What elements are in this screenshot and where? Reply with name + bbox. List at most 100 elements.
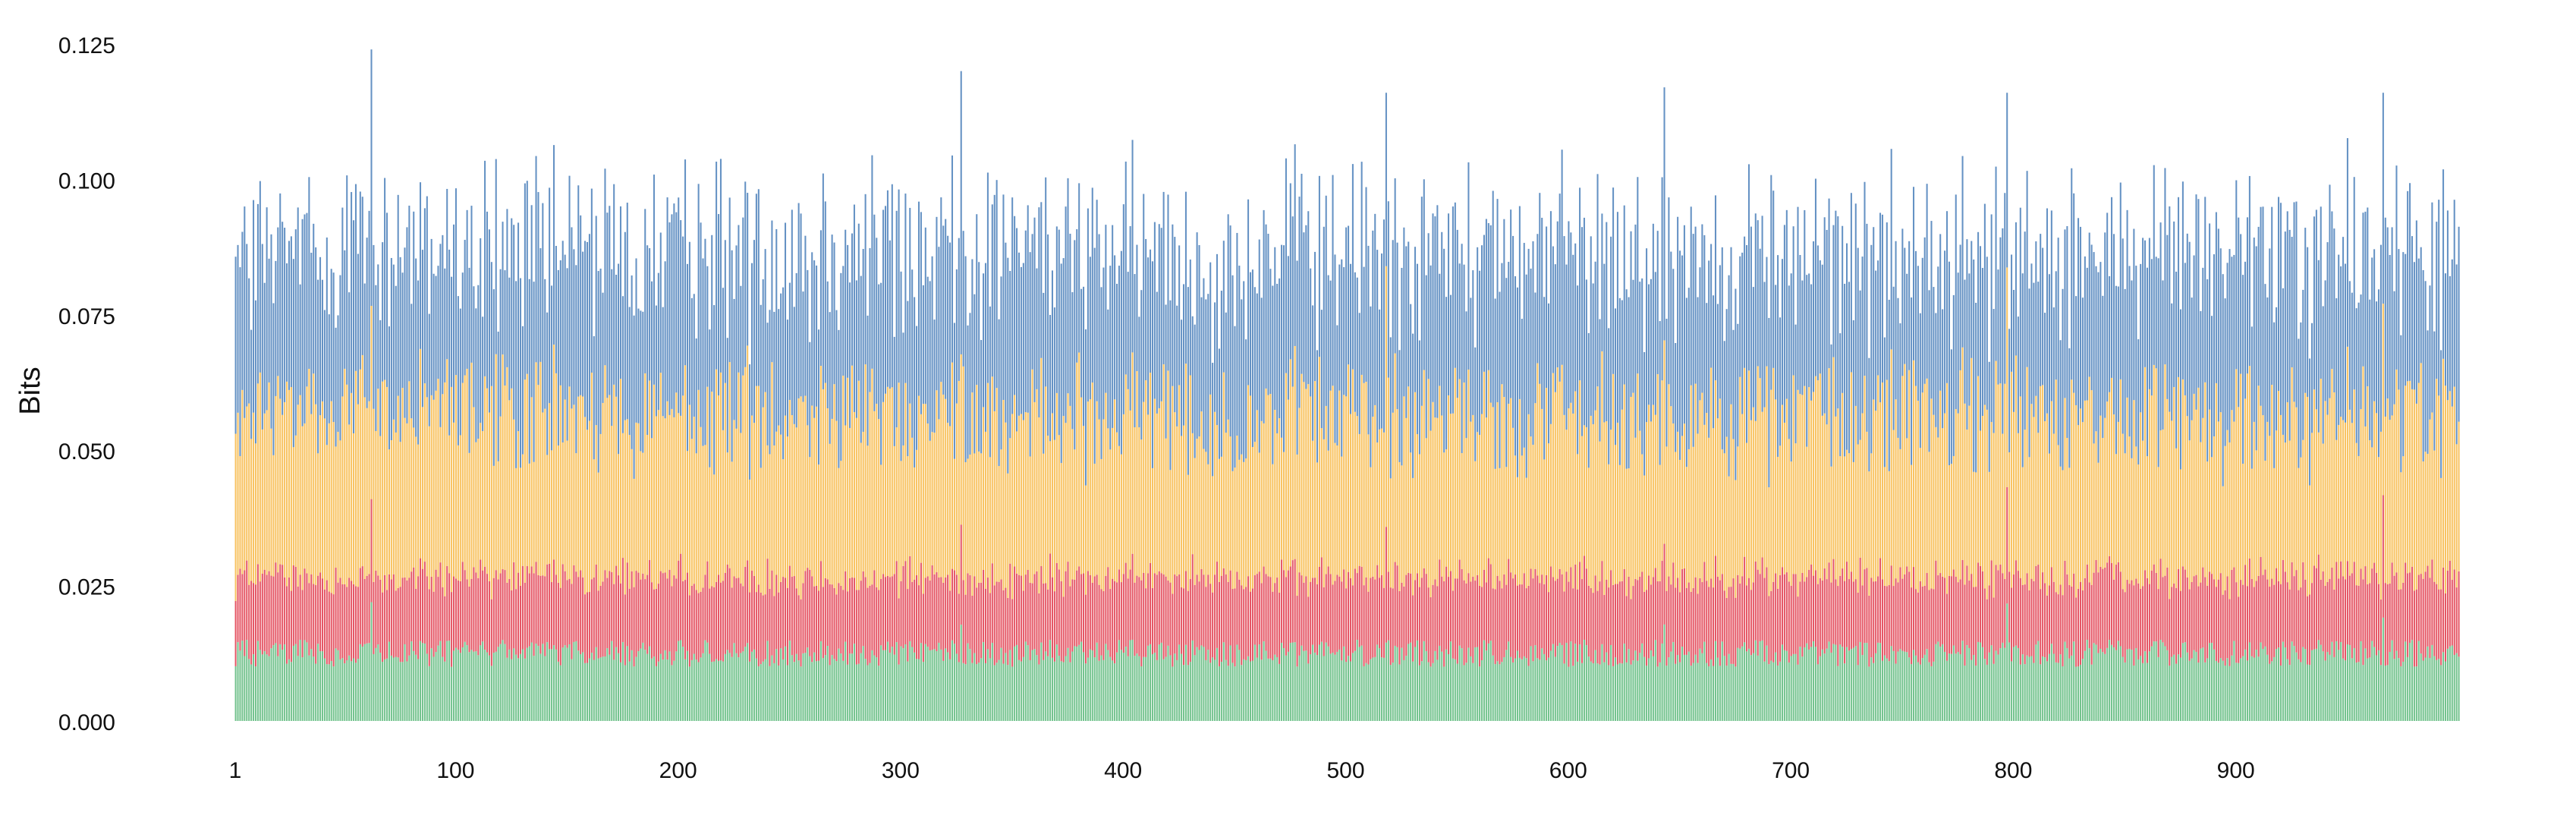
- bar-segment: [775, 574, 778, 650]
- bar-segment: [1425, 275, 1427, 439]
- bar-segment: [2417, 641, 2420, 721]
- bar-segment: [1452, 206, 1454, 414]
- bar-segment: [744, 367, 747, 567]
- bar-segment: [2250, 468, 2253, 579]
- bar-segment: [1356, 640, 1358, 721]
- bar-segment: [539, 248, 542, 362]
- bar-segment: [1138, 656, 1140, 721]
- bar-segment: [1816, 584, 1819, 665]
- bar-segment: [1098, 584, 1100, 661]
- bar-segment: [1134, 656, 1136, 721]
- bar-segment: [637, 423, 640, 573]
- bar-segment: [1971, 659, 1973, 721]
- bar-segment: [1463, 382, 1465, 581]
- bar-segment: [682, 236, 684, 396]
- bar-segment: [678, 413, 680, 561]
- bar-segment: [1675, 663, 1677, 721]
- bar-segment: [1583, 556, 1585, 641]
- bar-segment: [1196, 439, 1198, 575]
- bar-segment: [1265, 388, 1267, 574]
- bar-segment: [590, 579, 593, 653]
- bar-segment: [368, 401, 370, 574]
- bar-segment: [1999, 237, 2002, 384]
- bar-segment: [1983, 203, 1986, 405]
- bar-segment: [2157, 258, 2159, 467]
- bar-segment: [1981, 571, 1983, 647]
- bar-segment: [917, 585, 920, 659]
- bar-segment: [1781, 259, 1783, 405]
- bar-segment: [1643, 591, 1646, 657]
- bar-segment: [1646, 248, 1648, 423]
- bar-segment: [310, 574, 313, 650]
- bar-segment: [2398, 589, 2400, 659]
- bar-segment: [446, 188, 448, 360]
- bar-segment: [323, 589, 326, 659]
- bar-segment: [248, 403, 250, 585]
- bar-segment: [1351, 369, 1354, 586]
- bar-segment: [299, 574, 301, 640]
- bar-segment: [1483, 640, 1485, 721]
- bar-segment: [1923, 237, 1926, 384]
- bar-segment: [967, 643, 969, 721]
- bar-segment: [435, 652, 437, 721]
- bar-segment: [755, 592, 757, 659]
- bar-segment: [1750, 420, 1752, 590]
- bar-segment: [1140, 580, 1143, 667]
- bar-segment: [1249, 395, 1252, 592]
- bar-segment: [1325, 195, 1327, 406]
- bar-segment: [1810, 564, 1813, 647]
- bar-segment: [2171, 587, 2173, 657]
- bar-segment: [2173, 584, 2175, 655]
- bar-segment: [671, 408, 673, 587]
- bar-segment: [1596, 590, 1599, 664]
- bar-segment: [1494, 468, 1496, 590]
- bar-segment: [1294, 642, 1296, 721]
- bar-segment: [454, 375, 457, 579]
- bar-segment: [702, 445, 704, 588]
- bar-segment: [1750, 226, 1752, 420]
- bar-segment: [2109, 556, 2111, 641]
- bar-segment: [1986, 409, 1988, 600]
- bar-segment: [1844, 581, 1846, 664]
- bar-segment: [2373, 401, 2376, 563]
- bar-segment: [1184, 571, 1187, 645]
- bar-segment: [1512, 578, 1514, 663]
- bar-segment: [1725, 436, 1728, 598]
- bar-segment: [760, 467, 762, 593]
- bar-segment: [1939, 234, 1942, 391]
- bar-segment: [519, 585, 522, 654]
- bar-segment: [1241, 585, 1243, 666]
- bar-segment: [310, 414, 313, 574]
- bar-segment: [1503, 219, 1505, 398]
- bar-segment: [1735, 480, 1737, 598]
- bar-segment: [1643, 352, 1646, 476]
- bar-segment: [470, 206, 473, 363]
- bar-segment: [1632, 392, 1634, 587]
- bar-segment: [1360, 645, 1363, 721]
- bar-segment: [492, 653, 495, 721]
- bar-segment: [2340, 266, 2342, 417]
- bar-segment: [1814, 376, 1816, 571]
- bar-segment: [261, 244, 263, 430]
- bar-segment: [2133, 228, 2135, 401]
- bar-segment: [991, 643, 993, 721]
- bar-segment: [889, 653, 891, 721]
- bar-segment: [2379, 431, 2382, 600]
- bar-segment: [1581, 579, 1584, 663]
- bar-segment: [2317, 260, 2320, 433]
- bar-segment: [499, 416, 502, 574]
- bar-segment: [1487, 643, 1489, 721]
- bar-segment: [726, 650, 728, 721]
- bar-segment: [1124, 161, 1127, 375]
- bar-segment: [413, 567, 415, 651]
- bar-segment: [2112, 234, 2115, 415]
- bar-segment: [406, 661, 408, 721]
- bar-segment: [1247, 385, 1250, 577]
- bar-segment: [1990, 422, 1993, 561]
- bar-segment: [1895, 663, 1897, 721]
- bar-segment: [457, 296, 459, 445]
- bar-segment: [2197, 387, 2200, 587]
- bar-segment: [2169, 599, 2171, 666]
- bar-segment: [1403, 227, 1405, 397]
- bar-segment: [1370, 467, 1372, 578]
